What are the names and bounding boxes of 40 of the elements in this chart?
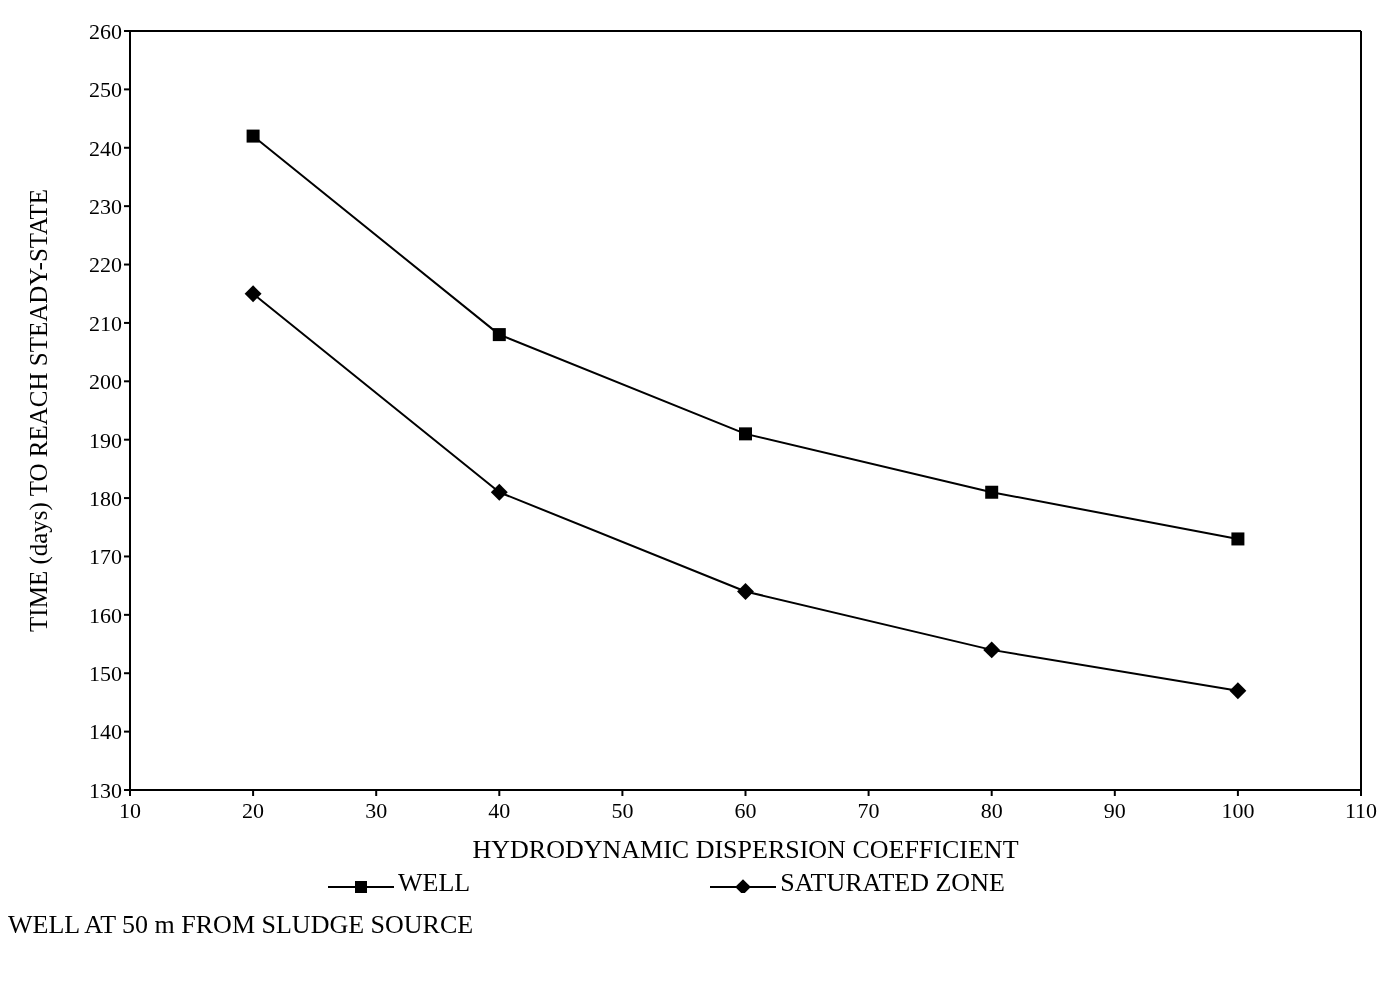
y-tick-label: 250	[89, 77, 122, 103]
y-tick-label: 210	[89, 310, 122, 336]
y-tick-label: 150	[89, 661, 122, 687]
y-tick-label: 260	[89, 18, 122, 44]
point	[1231, 532, 1245, 546]
y-tick-label: 180	[89, 485, 122, 511]
x-axis-title: HYDRODYNAMIC DISPERSION COEFFICIENT	[472, 835, 1019, 864]
y-tick-label: 130	[89, 777, 122, 803]
text: WELL AT 50 m FROM SLUDGE SOURCE	[8, 910, 475, 940]
point	[244, 285, 262, 303]
x-tick-label: 20	[242, 797, 265, 823]
point	[246, 129, 260, 143]
y-tick-label: 160	[89, 602, 122, 628]
y-tick-label: 140	[89, 719, 122, 745]
point	[985, 485, 999, 499]
point	[739, 427, 752, 441]
x-tick-label: 60	[734, 797, 757, 823]
point	[983, 641, 1001, 659]
x-tick-label: 80	[980, 797, 1003, 823]
y-tick-label: 220	[89, 252, 122, 278]
y-tick-label: 240	[89, 135, 122, 161]
x-tick-label: 30	[365, 797, 388, 823]
point	[737, 583, 754, 600]
y-tick-label: 200	[89, 369, 122, 395]
legend-label: WELL	[398, 868, 471, 898]
y-tick-label: 230	[89, 193, 122, 219]
point	[1229, 682, 1247, 700]
x-tick-label: 110	[1344, 797, 1378, 823]
x-tick-label: 50	[611, 797, 634, 823]
x-tick-label: 100	[1221, 797, 1255, 823]
y-axis-title: TIME (days) TO REACH STEADY-STATE	[24, 189, 53, 632]
point	[490, 483, 508, 501]
y-tick-label: 190	[89, 427, 122, 453]
x-tick-label: 70	[857, 797, 880, 823]
x-tick-label: 40	[488, 797, 511, 823]
x-tick-label: 90	[1103, 797, 1126, 823]
legend-label: SATURATED ZONE	[780, 868, 1005, 898]
point	[492, 328, 506, 342]
x-tick-label: 10	[119, 797, 141, 823]
y-tick-label: 170	[89, 544, 122, 570]
